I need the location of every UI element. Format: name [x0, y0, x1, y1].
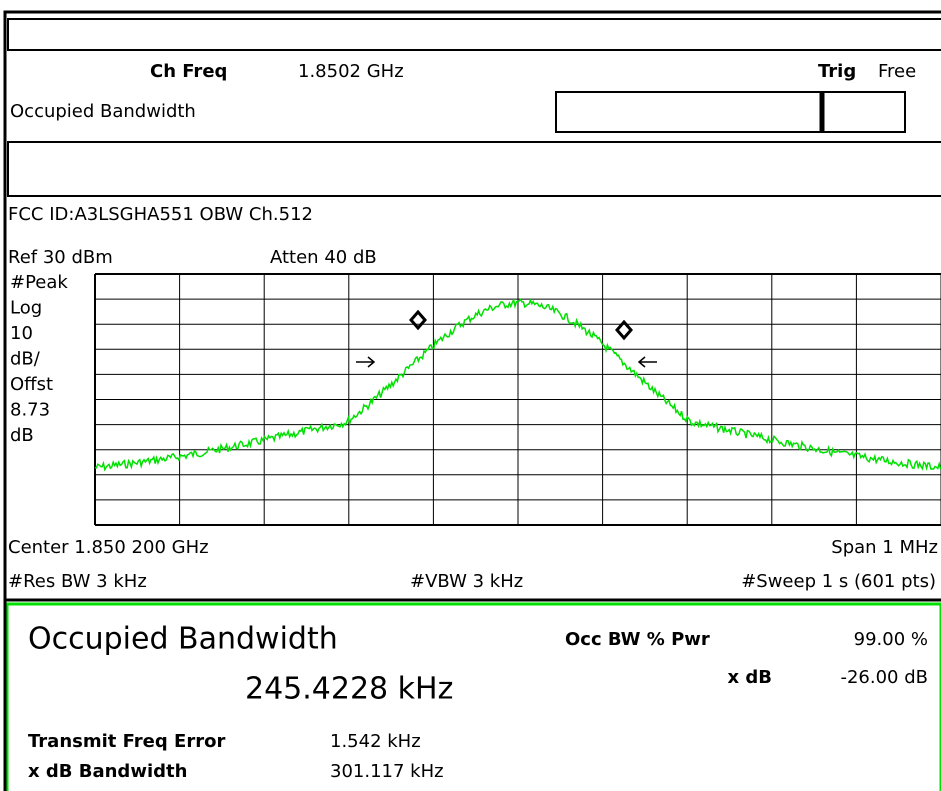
side-label: Offst [10, 374, 53, 395]
trig-label: Trig [818, 61, 856, 82]
sweep: #Sweep 1 s (601 pts) [741, 571, 936, 592]
trig-value: Free [878, 61, 916, 82]
occ-pwr-value: 99.00 % [854, 629, 928, 650]
tfe-label: Transmit Freq Error [28, 731, 225, 752]
arrow [356, 356, 376, 368]
occ-pwr-label: Occ BW % Pwr [565, 629, 710, 650]
progress-box [555, 91, 906, 133]
trace-title: FCC ID:A3LSGHA551 OBW Ch.512 [8, 204, 313, 225]
side-label: 10 [10, 323, 33, 344]
center-freq: Center 1.850 200 GHz [8, 537, 209, 558]
side-label: 8.73 [10, 400, 50, 421]
mode: Occupied Bandwidth [10, 101, 196, 122]
side-label: dB [10, 425, 34, 446]
xdb-value: -26.00 dB [840, 667, 928, 688]
results-title: Occupied Bandwidth [28, 622, 338, 657]
frame [3, 10, 941, 602]
tfe-value: 1.542 kHz [330, 731, 421, 752]
arrow [637, 356, 657, 368]
xdb-label: x dB [728, 667, 772, 688]
trace [94, 297, 941, 472]
span: Span 1 MHz [831, 537, 938, 558]
side-label: Log [10, 298, 42, 319]
message-box [7, 141, 941, 197]
side-label: #Peak [10, 272, 68, 293]
vbw: #VBW 3 kHz [410, 571, 523, 592]
atten: Atten 40 dB [270, 247, 377, 268]
results-panel [5, 602, 941, 791]
xdb-bw-label: x dB Bandwidth [28, 761, 187, 782]
ref-level: Ref 30 dBm [8, 247, 113, 268]
obw-value: 245.4228 kHz [245, 672, 453, 707]
ch-freq-value: 1.8502 GHz [298, 61, 404, 82]
marker [409, 309, 427, 331]
res-bw: #Res BW 3 kHz [8, 571, 147, 592]
graticule [94, 273, 941, 526]
marker [615, 319, 633, 341]
xdb-bw-value: 301.117 kHz [330, 761, 444, 782]
ch-freq-label: Ch Freq [150, 61, 227, 82]
status-box [7, 18, 941, 51]
side-label: dB/ [10, 349, 41, 370]
